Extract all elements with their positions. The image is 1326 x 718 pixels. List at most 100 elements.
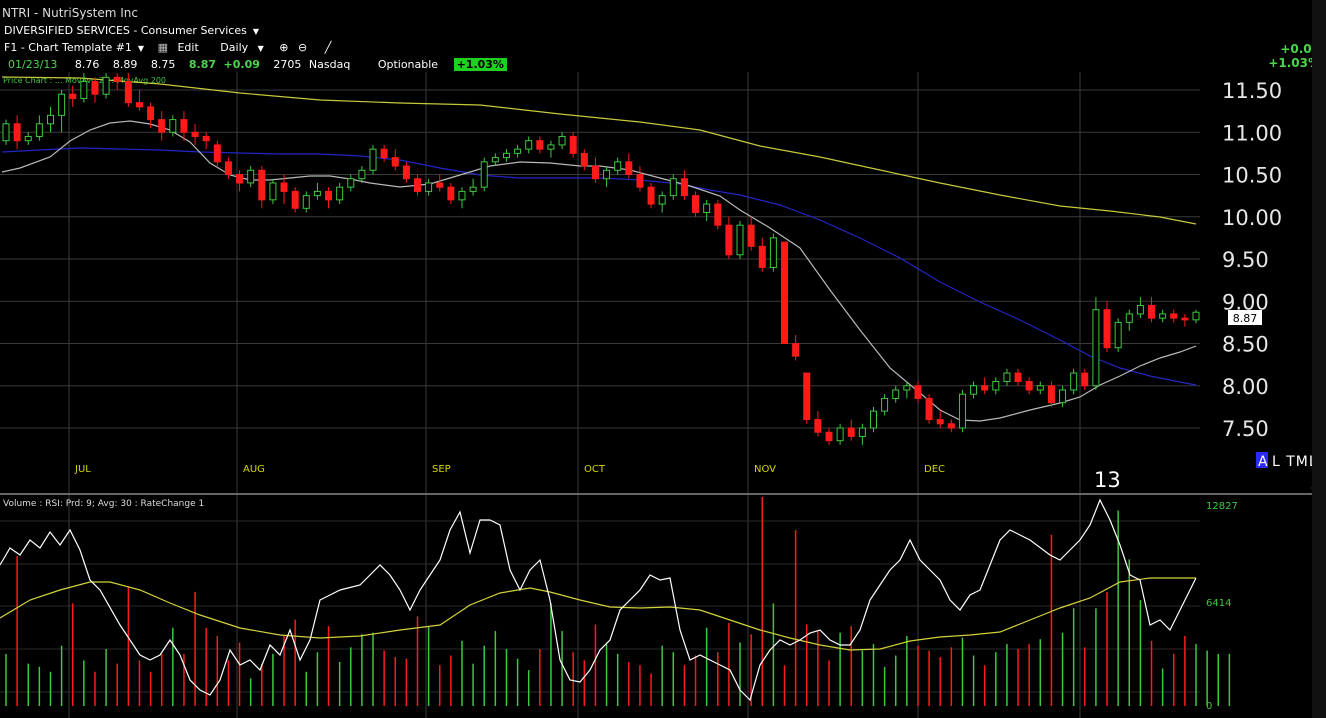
- indicator-grid: [0, 520, 1200, 693]
- candle-body: [892, 389, 900, 399]
- candle-body: [369, 148, 377, 171]
- month-label: DEC: [924, 464, 945, 475]
- candle-body: [625, 161, 633, 175]
- ma200-line: [1, 76, 1197, 225]
- candle-body: [925, 397, 933, 421]
- candle-body: [135, 102, 143, 108]
- candle-body: [280, 182, 288, 192]
- candle-body: [958, 393, 966, 429]
- candle-body: [236, 174, 244, 184]
- altml-label[interactable]: A L TML: [1256, 452, 1318, 470]
- candle-body: [903, 385, 911, 391]
- candle-body: [358, 169, 366, 180]
- candle-body: [213, 144, 221, 163]
- candles: [2, 73, 1200, 445]
- candle-body: [502, 152, 510, 159]
- price-tick-label: 7.50: [1222, 417, 1269, 441]
- candle-body: [1114, 321, 1122, 349]
- candle-body: [91, 81, 99, 95]
- candle-body: [113, 76, 121, 83]
- pct-change-badge: +1.03%: [453, 58, 507, 71]
- last-price-tag: 8.87: [1228, 310, 1262, 325]
- right-pct: +1.03%: [1268, 56, 1320, 70]
- edit-button[interactable]: ▦ Edit: [157, 41, 199, 54]
- indicator-tick-label: 12827: [1206, 501, 1238, 512]
- price-tick-label: 8.00: [1222, 375, 1269, 399]
- candle-body: [825, 431, 833, 442]
- candle-body: [58, 93, 66, 116]
- year-label: 13: [1094, 468, 1121, 492]
- chevron-down-icon[interactable]: ▼: [137, 44, 145, 53]
- candle-body: [936, 419, 944, 425]
- quote-volume: 2705: [273, 58, 302, 71]
- candle-body: [1059, 389, 1067, 404]
- price-tick-label: 10.50: [1222, 164, 1282, 188]
- candle-body: [1092, 309, 1100, 387]
- candle-body: [169, 119, 177, 133]
- zoom-in-icon[interactable]: ⊕: [279, 41, 289, 54]
- month-label: JUL: [74, 464, 91, 475]
- candle-body: [180, 119, 188, 133]
- candle-body: [80, 81, 88, 99]
- candle-body: [425, 182, 433, 192]
- right-scrollbar[interactable]: [1312, 0, 1326, 718]
- candle-body: [970, 385, 978, 395]
- candle-body: [992, 381, 1000, 391]
- quote-last: 8.87: [188, 58, 217, 71]
- right-change: +0.09: [1280, 42, 1320, 56]
- quote-date: 01/23/13: [8, 58, 58, 71]
- symbol-line: NTRI - NutriSystem Inc: [2, 6, 139, 20]
- candle-body: [869, 410, 877, 429]
- candle-body: [1192, 311, 1200, 321]
- zoom-out-icon[interactable]: ⊖: [298, 41, 308, 54]
- candle-body: [792, 343, 800, 357]
- ma20-line: [1, 120, 1197, 422]
- candle-body: [514, 148, 522, 154]
- candle-body: [491, 157, 499, 163]
- chart-template-select[interactable]: F1 - Chart Template #1: [4, 41, 132, 54]
- candle-body: [124, 81, 132, 104]
- candle-body: [981, 385, 989, 391]
- candle-body: [2, 123, 10, 142]
- draw-tool-icon[interactable]: ╱: [324, 41, 332, 54]
- candle-body: [313, 190, 321, 197]
- candle-body: [1070, 372, 1078, 391]
- optionable-label: Optionable: [377, 58, 439, 71]
- sector-line[interactable]: DIVERSIFIED SERVICES - Consumer Services: [4, 24, 247, 37]
- candle-body: [35, 123, 43, 137]
- candle-body: [247, 169, 255, 184]
- candle-body: [847, 427, 855, 437]
- candle-body: [881, 397, 889, 412]
- candle-body: [947, 423, 955, 429]
- quote-high: 8.89: [112, 58, 138, 71]
- period-select[interactable]: Daily ▼: [220, 41, 264, 54]
- candle-body: [1003, 372, 1011, 383]
- indicator-tick-label: 0: [1206, 701, 1212, 712]
- rsi-average-line: [0, 577, 1196, 651]
- candle-body: [803, 372, 811, 421]
- candle-body: [525, 140, 533, 150]
- volume-bars: [5, 497, 1231, 706]
- candle-body: [391, 157, 399, 167]
- candle-body: [858, 427, 866, 437]
- candle-body: [1159, 313, 1167, 319]
- candle-body: [69, 93, 77, 99]
- indicator-tick-label: 6414: [1206, 598, 1231, 609]
- chevron-down-icon[interactable]: ▼: [252, 27, 259, 36]
- candle-body: [714, 203, 722, 226]
- ma50-line: [1, 147, 1197, 386]
- candle-body: [1125, 313, 1133, 323]
- quote-open: 8.76: [74, 58, 100, 71]
- rsi-path: [0, 498, 1197, 702]
- svg-text:L TML: L TML: [1272, 454, 1318, 470]
- rsi-average-path: [0, 577, 1196, 651]
- month-label: SEP: [432, 464, 451, 475]
- candle-body: [46, 114, 54, 125]
- candle-body: [558, 135, 566, 146]
- candle-body: [569, 135, 577, 154]
- candle-body: [836, 427, 844, 442]
- candle-body: [1047, 385, 1055, 404]
- candle-body: [1148, 304, 1156, 319]
- candle-body: [447, 186, 455, 201]
